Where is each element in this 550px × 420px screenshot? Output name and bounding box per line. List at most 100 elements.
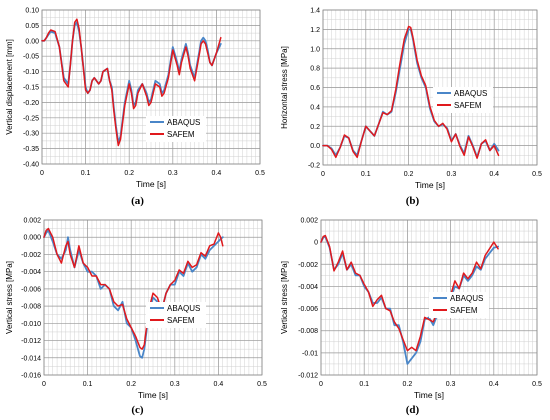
legend-label: ABAQUS bbox=[450, 294, 483, 303]
series-line-safem bbox=[41, 18, 222, 147]
y-tick-label: 0.4 bbox=[310, 104, 320, 111]
y-tick-label: -0.004 bbox=[21, 269, 41, 276]
chart-c: 0 0.1 0.2 0.3 0.4 0.5 0.002 0.000 -0.002 -0.004 -0… bbox=[5, 218, 267, 401]
y-tick-label: -0.012 bbox=[21, 338, 41, 345]
x-tick-label: 0.5 bbox=[532, 171, 542, 178]
chart-caption: (b) bbox=[405, 195, 420, 207]
chart-caption: (d) bbox=[405, 404, 420, 416]
y-tick-label: -0.25 bbox=[23, 115, 39, 122]
y-tick-label: -0.35 bbox=[23, 146, 39, 153]
x-tick-label: 0.3 bbox=[168, 170, 178, 177]
legend: ABAQUS SAFEM bbox=[433, 87, 493, 113]
y-tick-label: -0.006 bbox=[298, 306, 318, 313]
series-line-safem bbox=[43, 227, 224, 350]
x-tick-label: 0.4 bbox=[489, 171, 499, 178]
x-tick-label: 0.3 bbox=[447, 171, 457, 178]
y-tick-label: -0.002 bbox=[298, 262, 318, 269]
series-line-abaqus bbox=[43, 229, 224, 359]
legend: ABAQUS SAFEM bbox=[429, 292, 489, 318]
x-tick-label: 0.1 bbox=[361, 171, 371, 178]
y-tick-label: -0.004 bbox=[298, 284, 318, 291]
x-tick-label: 0.5 bbox=[257, 381, 267, 388]
y-tick-label: 1.2 bbox=[310, 27, 320, 34]
y-tick-label: 1.0 bbox=[310, 46, 320, 53]
plot-frame bbox=[41, 9, 261, 165]
y-axis-label: Vertical stress [MPa] bbox=[280, 261, 289, 334]
x-axis-label: Time [s] bbox=[136, 179, 166, 189]
plot-frame bbox=[43, 219, 263, 376]
chart-a: 0 0.1 0.2 0.3 0.4 0.5 0.10 0.05 0.00 -0.05 -0.10 -0… bbox=[5, 8, 265, 190]
y-tick-label: 0.000 bbox=[23, 235, 41, 242]
series-line-safem bbox=[320, 234, 499, 352]
legend-label: ABAQUS bbox=[167, 118, 200, 127]
y-tick-label: -0.006 bbox=[21, 286, 41, 293]
y-tick-label: 0.2 bbox=[310, 124, 320, 131]
y-axis-label: Vertical displacement [mm] bbox=[5, 39, 14, 135]
legend-label: ABAQUS bbox=[454, 89, 487, 98]
legend-label: SAFEM bbox=[167, 130, 195, 139]
x-axis-label: Time [s] bbox=[414, 390, 444, 400]
x-tick-label: 0.5 bbox=[255, 170, 265, 177]
y-tick-label: 0.6 bbox=[310, 85, 320, 92]
y-tick-label: -0.2 bbox=[308, 163, 320, 170]
y-tick-label: -0.30 bbox=[23, 131, 39, 138]
legend: ABAQUS SAFEM bbox=[146, 116, 206, 142]
plot-frame bbox=[322, 9, 538, 166]
y-axis-label: Horizontal stress [MPa] bbox=[280, 46, 289, 129]
y-tick-label: -0.40 bbox=[23, 162, 39, 169]
chart-caption: (c) bbox=[131, 404, 144, 416]
x-tick-label: 0 bbox=[321, 171, 325, 178]
x-tick-label: 0.1 bbox=[83, 381, 93, 388]
x-tick-label: 0.4 bbox=[212, 170, 222, 177]
y-tick-label: -0.01 bbox=[302, 350, 318, 357]
chart-b: 0 0.1 0.2 0.3 0.4 0.5 1.4 1.2 1.0 0.8 0.6 0.4 0.2 0.0… bbox=[280, 8, 542, 191]
chart-panel-d: 0 0.1 0.2 0.3 0.4 0.5 0.002 0 -0.002 -0.004 -0.006… bbox=[275, 210, 550, 420]
y-tick-label: -0.05 bbox=[23, 54, 39, 61]
y-tick-label: 0.10 bbox=[25, 8, 39, 15]
y-tick-label: 1.4 bbox=[310, 8, 320, 15]
x-tick-label: 0.5 bbox=[532, 381, 542, 388]
x-tick-label: 0 bbox=[40, 170, 44, 177]
legend-label: SAFEM bbox=[454, 101, 482, 110]
y-tick-label: -0.010 bbox=[21, 321, 41, 328]
y-tick-label: -0.014 bbox=[21, 355, 41, 362]
y-tick-label: 0 bbox=[314, 240, 318, 247]
y-axis-label: Vertical stress [MPa] bbox=[5, 261, 14, 334]
y-tick-label: 0.8 bbox=[310, 66, 320, 73]
x-axis-label: Time [s] bbox=[138, 390, 168, 400]
x-tick-label: 0.3 bbox=[170, 381, 180, 388]
x-tick-label: 0.2 bbox=[126, 381, 136, 388]
legend-label: SAFEM bbox=[450, 306, 478, 315]
y-tick-label: -0.15 bbox=[23, 85, 39, 92]
y-tick-label: -0.008 bbox=[298, 328, 318, 335]
x-tick-label: 0.1 bbox=[81, 170, 91, 177]
x-tick-label: 0 bbox=[319, 381, 323, 388]
x-tick-label: 0.3 bbox=[446, 381, 456, 388]
chart-caption: (a) bbox=[131, 195, 144, 207]
x-tick-label: 0.4 bbox=[214, 381, 224, 388]
chart-panel-a: 0 0.1 0.2 0.3 0.4 0.5 0.10 0.05 0.00 -0.05 -0.10 -0… bbox=[0, 0, 275, 210]
chart-panel-c: 0 0.1 0.2 0.3 0.4 0.5 0.002 0.000 -0.002 -0.004 -0… bbox=[0, 210, 275, 420]
y-tick-label: -0.016 bbox=[21, 373, 41, 380]
y-tick-label: 0.00 bbox=[25, 38, 39, 45]
y-tick-label: 0.05 bbox=[25, 23, 39, 30]
y-tick-label: 0.002 bbox=[23, 218, 41, 225]
legend-label: SAFEM bbox=[167, 316, 195, 325]
chart-d: 0 0.1 0.2 0.3 0.4 0.5 0.002 0 -0.002 -0.004 -0.006… bbox=[280, 218, 542, 401]
x-tick-label: 0.2 bbox=[404, 171, 414, 178]
series-line-safem bbox=[322, 25, 500, 159]
legend: ABAQUS SAFEM bbox=[146, 302, 206, 328]
y-tick-label: -0.012 bbox=[298, 373, 318, 380]
x-tick-label: 0.4 bbox=[489, 381, 499, 388]
y-tick-label: -0.10 bbox=[23, 69, 39, 76]
x-tick-label: 0.1 bbox=[359, 381, 369, 388]
x-tick-label: 0.2 bbox=[403, 381, 413, 388]
y-tick-label: -0.008 bbox=[21, 304, 41, 311]
plot-frame bbox=[320, 219, 538, 376]
x-axis-label: Time [s] bbox=[415, 180, 445, 190]
chart-panel-b: 0 0.1 0.2 0.3 0.4 0.5 1.4 1.2 1.0 0.8 0.6 0.4 0.2 0.0… bbox=[275, 0, 550, 210]
y-tick-label: -0.002 bbox=[21, 252, 41, 259]
x-tick-label: 0 bbox=[42, 381, 46, 388]
y-tick-label: 0.0 bbox=[310, 143, 320, 150]
major-grid bbox=[43, 219, 263, 376]
